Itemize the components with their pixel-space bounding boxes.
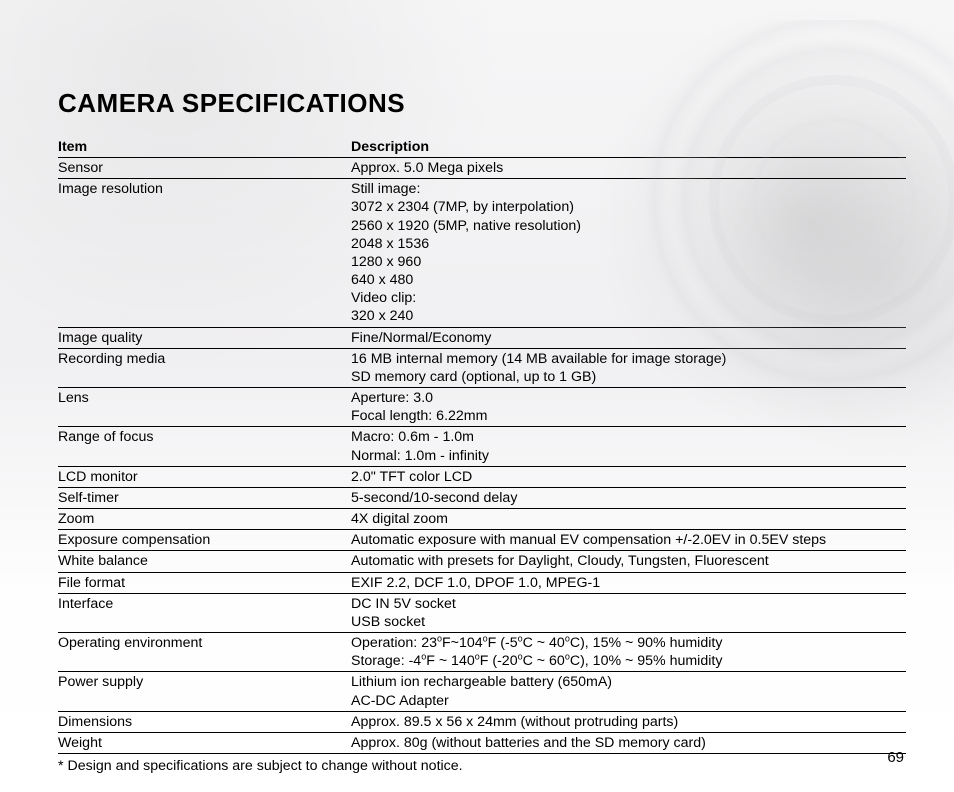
spec-item: LCD monitor — [58, 466, 351, 487]
spec-item: Self-timer — [58, 487, 351, 508]
spec-description: Approx. 80g (without batteries and the S… — [351, 732, 906, 753]
table-row: DimensionsApprox. 89.5 x 56 x 24mm (with… — [58, 711, 906, 732]
col-header-item: Item — [58, 139, 351, 158]
spec-item: Dimensions — [58, 711, 351, 732]
table-row: Exposure compensationAutomatic exposure … — [58, 530, 906, 551]
table-row: File formatEXIF 2.2, DCF 1.0, DPOF 1.0, … — [58, 572, 906, 593]
spec-description: 4X digital zoom — [351, 509, 906, 530]
table-row: InterfaceDC IN 5V socketUSB socket — [58, 593, 906, 632]
table-row: Operating environmentOperation: 23oF~104… — [58, 633, 906, 672]
spec-item: Power supply — [58, 672, 351, 711]
page-number: 69 — [887, 749, 904, 766]
spec-description: Aperture: 3.0Focal length: 6.22mm — [351, 388, 906, 427]
spec-description: Still image:3072 x 2304 (7MP, by interpo… — [351, 179, 906, 327]
table-row: LCD monitor2.0" TFT color LCD — [58, 466, 906, 487]
table-row: LensAperture: 3.0Focal length: 6.22mm — [58, 388, 906, 427]
spec-item: White balance — [58, 551, 351, 572]
spec-description: Approx. 5.0 Mega pixels — [351, 158, 906, 179]
spec-item: Lens — [58, 388, 351, 427]
page-title: CAMERA SPECIFICATIONS — [58, 88, 906, 119]
table-row: SensorApprox. 5.0 Mega pixels — [58, 158, 906, 179]
spec-description: Fine/Normal/Economy — [351, 327, 906, 348]
spec-description: Approx. 89.5 x 56 x 24mm (without protru… — [351, 711, 906, 732]
spec-item: Sensor — [58, 158, 351, 179]
spec-description: Operation: 23oF~104oF (-5oC ~ 40oC), 15%… — [351, 633, 906, 672]
spec-item: Exposure compensation — [58, 530, 351, 551]
spec-description: EXIF 2.2, DCF 1.0, DPOF 1.0, MPEG-1 — [351, 572, 906, 593]
spec-item: Weight — [58, 732, 351, 753]
table-row: Range of focusMacro: 0.6m - 1.0mNormal: … — [58, 427, 906, 466]
table-row: Self-timer5-second/10-second delay — [58, 487, 906, 508]
spec-item: Zoom — [58, 509, 351, 530]
spec-table: Item Description SensorApprox. 5.0 Mega … — [58, 139, 906, 754]
spec-item: Image quality — [58, 327, 351, 348]
spec-description: DC IN 5V socketUSB socket — [351, 593, 906, 632]
spec-item: Operating environment — [58, 633, 351, 672]
table-row: Recording media16 MB internal memory (14… — [58, 348, 906, 387]
spec-description: Lithium ion rechargeable battery (650mA)… — [351, 672, 906, 711]
spec-item: File format — [58, 572, 351, 593]
table-row: WeightApprox. 80g (without batteries and… — [58, 732, 906, 753]
table-row: White balanceAutomatic with presets for … — [58, 551, 906, 572]
spec-item: Range of focus — [58, 427, 351, 466]
col-header-description: Description — [351, 139, 906, 158]
spec-item: Recording media — [58, 348, 351, 387]
footnote: * Design and specifications are subject … — [58, 758, 906, 774]
table-row: Zoom4X digital zoom — [58, 509, 906, 530]
spec-description: Macro: 0.6m - 1.0mNormal: 1.0m - infinit… — [351, 427, 906, 466]
spec-description: Automatic exposure with manual EV compen… — [351, 530, 906, 551]
spec-description: 2.0" TFT color LCD — [351, 466, 906, 487]
spec-description: 16 MB internal memory (14 MB available f… — [351, 348, 906, 387]
table-header-row: Item Description — [58, 139, 906, 158]
table-row: Image resolutionStill image:3072 x 2304 … — [58, 179, 906, 327]
spec-item: Interface — [58, 593, 351, 632]
spec-item: Image resolution — [58, 179, 351, 327]
spec-description: 5-second/10-second delay — [351, 487, 906, 508]
spec-description: Automatic with presets for Daylight, Clo… — [351, 551, 906, 572]
page: CAMERA SPECIFICATIONS Item Description S… — [0, 0, 954, 792]
table-row: Power supplyLithium ion rechargeable bat… — [58, 672, 906, 711]
table-row: Image qualityFine/Normal/Economy — [58, 327, 906, 348]
